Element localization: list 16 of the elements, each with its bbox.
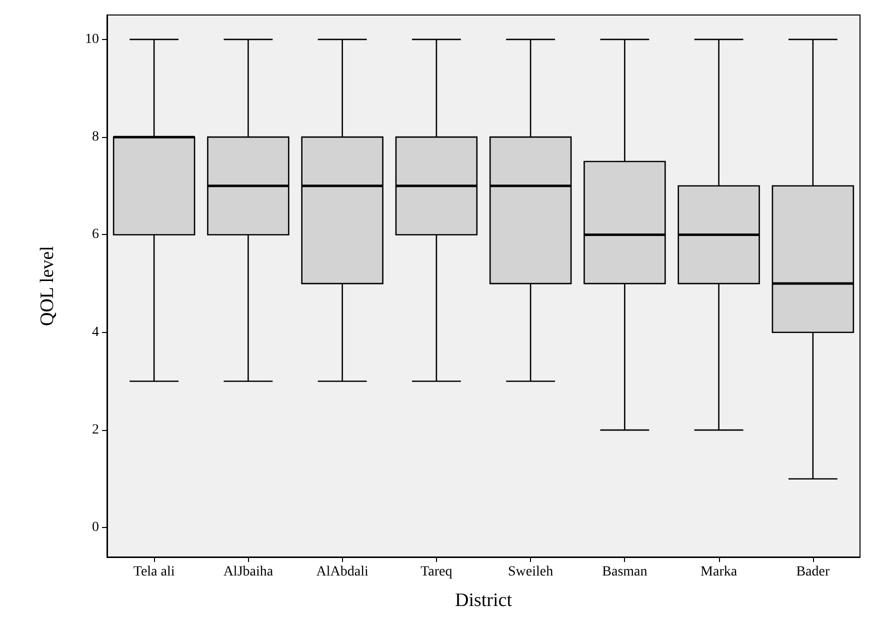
x-axis-title: District <box>455 590 513 611</box>
y-tick-label: 10 <box>85 32 99 47</box>
x-tick-label: Tela ali <box>133 564 175 580</box>
y-tick-label: 6 <box>92 227 99 242</box>
y-tick-label: 0 <box>92 520 99 536</box>
x-tick-label: Basman <box>602 564 648 580</box>
x-tick-label: AlJbaiha <box>223 564 274 580</box>
y-tick-label: 8 <box>92 130 99 145</box>
y-tick-label: 4 <box>92 324 99 340</box>
x-tick-label: AlAbdali <box>316 564 368 580</box>
x-tick-label: Bader <box>796 564 830 580</box>
x-tick-label: Sweileh <box>508 564 554 580</box>
y-tick-label: 2 <box>92 422 99 438</box>
x-tick-label: Marka <box>700 564 738 580</box>
y-axis-title: QOL level <box>37 246 58 326</box>
x-tick-label: Tareq <box>420 564 452 580</box>
